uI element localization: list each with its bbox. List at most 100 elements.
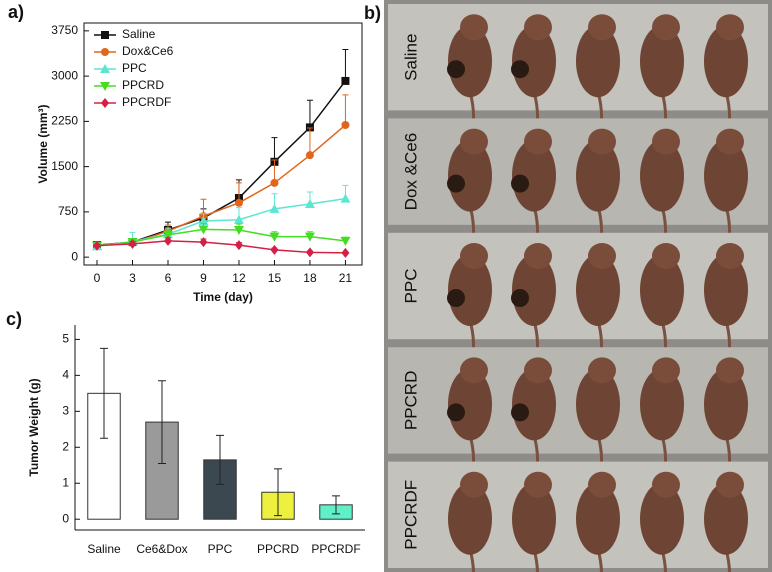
mouse-head [588, 243, 616, 269]
x-tick-label: PPCRDF [311, 542, 360, 556]
marker [233, 225, 244, 235]
mouse-head [652, 128, 680, 155]
marker [305, 247, 314, 258]
mouse [640, 14, 684, 140]
mouse-head [460, 357, 488, 384]
mouse-body [640, 139, 684, 212]
mouse-body [576, 139, 620, 212]
y-tick-label: 0 [62, 511, 69, 525]
legend-label: PPCRDF [122, 95, 171, 109]
x-tick-label: 12 [232, 271, 246, 285]
row-label: PPCRD [401, 371, 420, 431]
error-bar [332, 495, 340, 515]
mouse [640, 243, 684, 369]
mouse-head [652, 243, 680, 269]
marker [304, 199, 315, 209]
x-tick-label: 15 [268, 271, 282, 285]
mouse-head [524, 128, 552, 155]
mouse-body [512, 254, 556, 326]
series-line [96, 240, 346, 254]
mouse [511, 14, 556, 140]
marker [270, 178, 279, 187]
error-bar [342, 49, 349, 81]
mouse-head [588, 471, 616, 498]
marker [269, 232, 280, 242]
y-tick-label: 3000 [51, 68, 78, 82]
series-line [96, 228, 346, 247]
marker [199, 237, 208, 248]
y-tick-label: 750 [58, 204, 78, 218]
mouse-body [576, 25, 620, 98]
mouse-body [512, 482, 556, 555]
mouse-body [576, 368, 620, 441]
y-axis-label: Volume (mm³) [36, 104, 50, 183]
mouse-body [576, 254, 620, 326]
mouse-head [716, 243, 744, 269]
row-label: Saline [401, 34, 420, 81]
error-bar [342, 94, 349, 125]
mouse [512, 471, 556, 572]
mouse-body [640, 482, 684, 555]
mouse [448, 471, 492, 572]
x-tick-label: Saline [87, 542, 121, 556]
y-tick-label: 0 [71, 249, 78, 263]
mouse-head [524, 471, 552, 498]
tumor [447, 174, 465, 193]
mouse-body [704, 368, 748, 441]
marker [340, 236, 351, 246]
mouse-head [652, 357, 680, 384]
mouse-body [704, 254, 748, 326]
mouse-body [704, 482, 748, 555]
y-tick-label: 3 [62, 403, 69, 417]
mouse-head [652, 14, 680, 41]
mouse [640, 357, 684, 483]
mouse-head [460, 471, 488, 498]
error-bar [216, 434, 224, 485]
marker [341, 247, 350, 258]
tumor [511, 403, 529, 422]
mouse-body [448, 139, 492, 212]
y-tick-label: 2250 [51, 114, 78, 128]
marker [341, 76, 350, 85]
legend-marker [100, 64, 110, 73]
mouse-head [524, 357, 552, 384]
legend-label: Dox&Ce6 [122, 44, 174, 58]
mouse-body [448, 254, 492, 326]
marker [163, 235, 172, 246]
marker [305, 123, 314, 132]
error-bar [274, 468, 282, 517]
mouse [511, 128, 556, 255]
mouse-head [652, 471, 680, 498]
mouse-body [448, 482, 492, 555]
mouse-body [448, 368, 492, 441]
mouse-head [588, 128, 616, 155]
marker [269, 203, 280, 213]
error-bar [158, 380, 166, 464]
mouse-body [512, 25, 556, 98]
marker [341, 120, 350, 129]
mouse-body [448, 25, 492, 98]
row-label: PPCRDF [401, 480, 420, 550]
marker [270, 244, 279, 255]
marker [128, 238, 137, 249]
x-tick-label: PPC [208, 542, 233, 556]
mouse [576, 243, 620, 369]
mouse-head [716, 357, 744, 384]
error-bar [271, 137, 278, 162]
marker [234, 198, 243, 207]
legend-label: PPCRD [122, 78, 164, 92]
x-tick-label: 6 [165, 271, 172, 285]
legend-marker [101, 98, 109, 108]
y-tick-label: 2 [62, 439, 69, 453]
legend-label: PPC [122, 61, 147, 75]
mouse-head [460, 128, 488, 155]
mouse [511, 243, 556, 369]
y-tick-label: 1500 [51, 159, 78, 173]
panel-label: a) [8, 2, 24, 22]
bar [87, 392, 121, 520]
mouse-body [512, 368, 556, 441]
marker [304, 232, 315, 242]
mouse-body [640, 25, 684, 98]
tumor [447, 60, 465, 79]
